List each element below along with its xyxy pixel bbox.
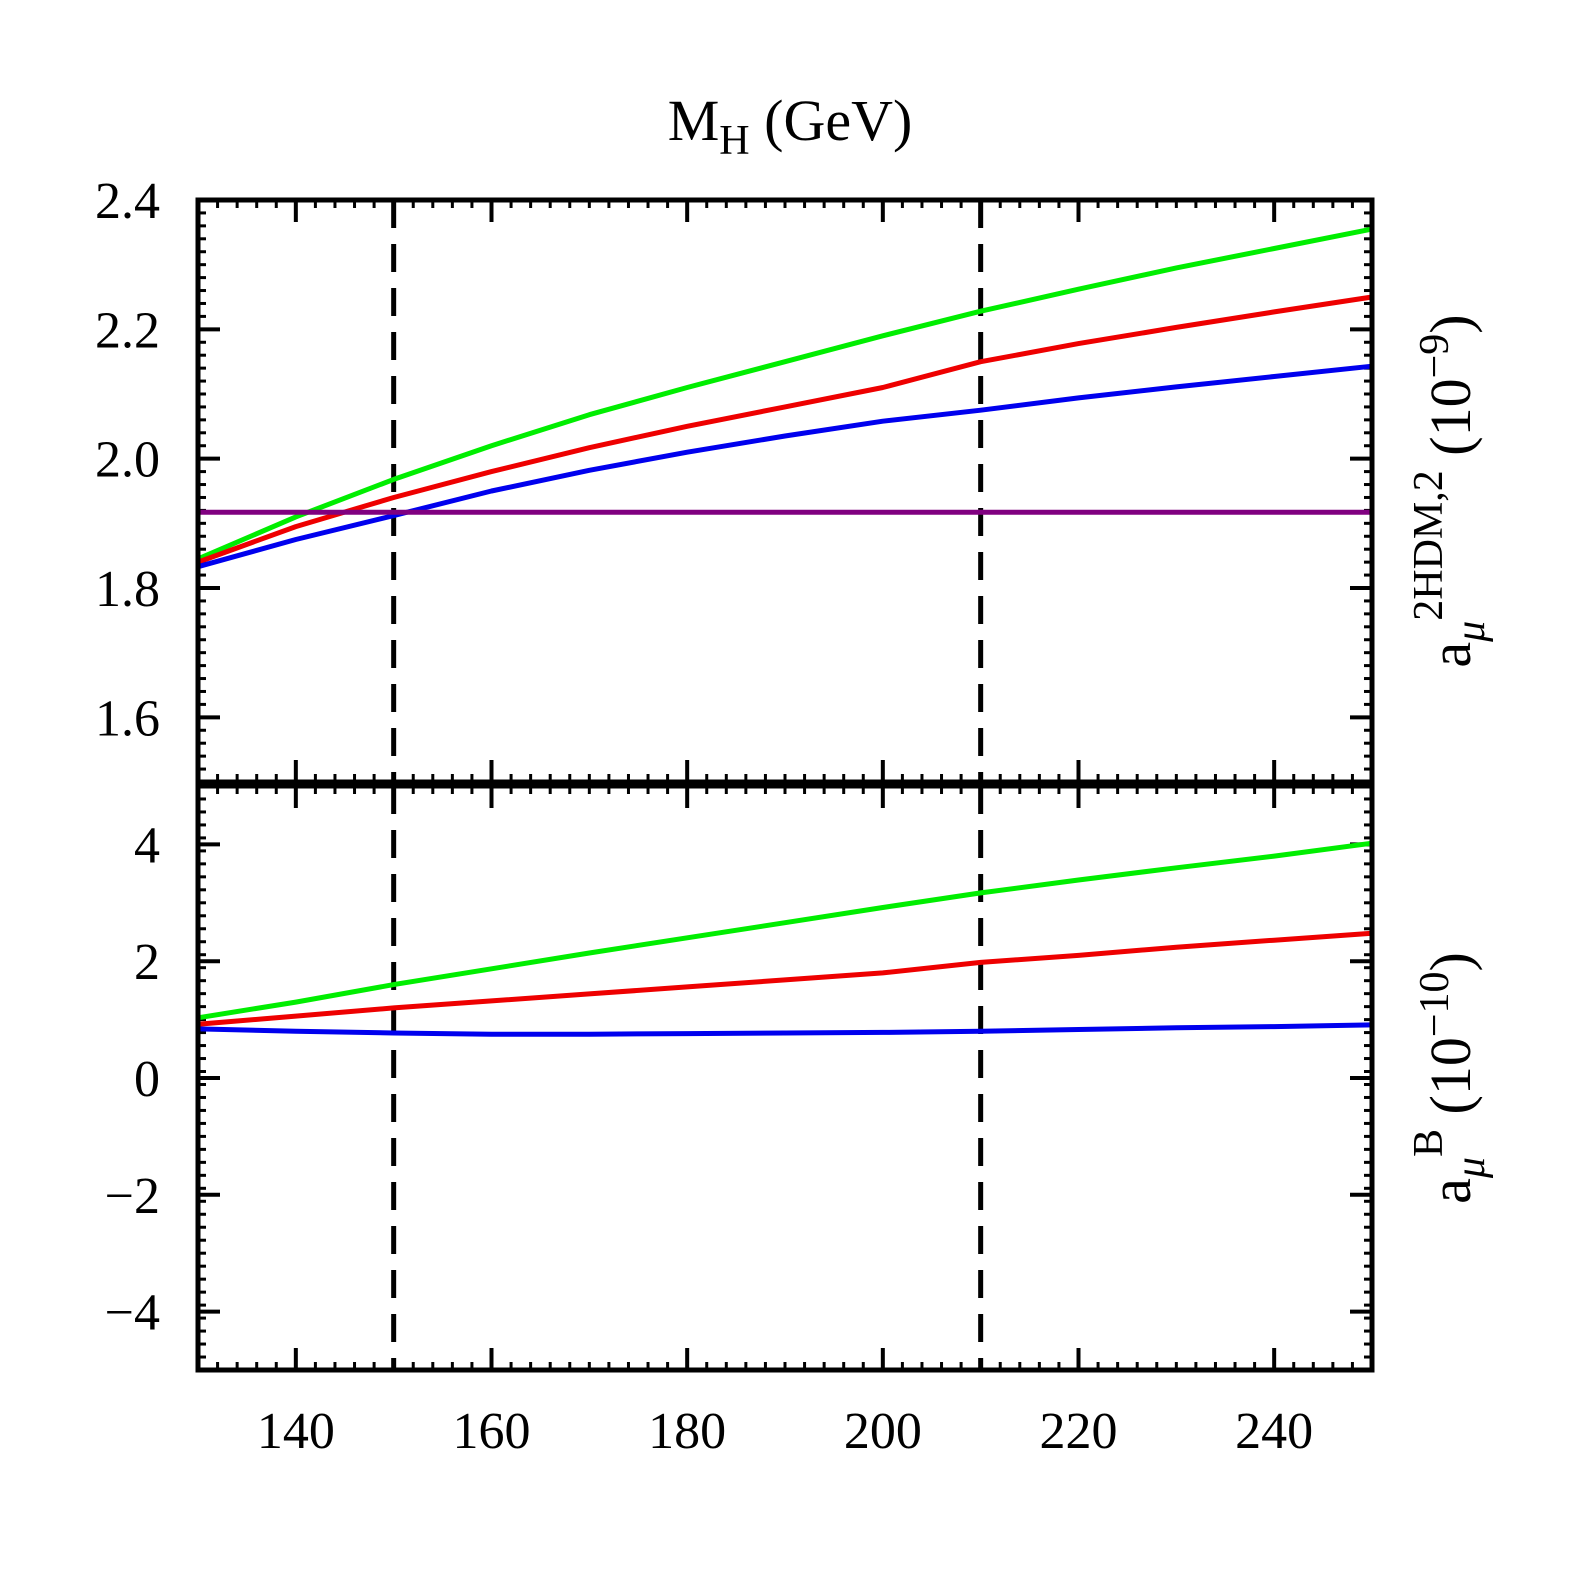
top-series-green bbox=[197, 226, 1373, 562]
bottom-y-axis-title-unit-exp: −10 bbox=[1412, 971, 1458, 1037]
x-axis-title-main: M bbox=[668, 88, 720, 153]
top-frame bbox=[195, 197, 1375, 785]
bottom-y-tick-label: 0 bbox=[134, 1051, 160, 1108]
bottom-x-tick-label: 240 bbox=[1235, 1403, 1313, 1460]
top-panel: 1.6 1.8 2.0 2.2 2.4 aμ2HDM,2 (10−9) bbox=[95, 173, 1494, 785]
bottom-panel: −4 −2 0 2 4 aμB (10−10) 140 160 180 200 220 240 bbox=[105, 783, 1494, 1460]
top-y-tick-label: 1.6 bbox=[95, 690, 160, 747]
bottom-x-tick-label: 140 bbox=[257, 1403, 335, 1460]
top-y-tick-label: 2.2 bbox=[95, 302, 160, 359]
top-y-axis-title-unit-exp: −9 bbox=[1412, 334, 1458, 379]
top-series-blue bbox=[197, 363, 1373, 570]
top-y-tick-label: 2.4 bbox=[95, 173, 160, 230]
bottom-y-axis-title-unit-close: ) bbox=[1418, 952, 1483, 971]
bottom-y-axis-title-sub: μ bbox=[1448, 1157, 1494, 1179]
bottom-series-red bbox=[197, 930, 1373, 1027]
bottom-series-green bbox=[197, 840, 1373, 1021]
bottom-series-blue bbox=[197, 1022, 1373, 1037]
top-y-axis-title-sup: 2HDM,2 bbox=[1406, 470, 1452, 621]
top-series-red bbox=[197, 294, 1373, 565]
top-y-tick-label: 1.8 bbox=[95, 561, 160, 618]
bottom-y-axis-title-base: a bbox=[1418, 1178, 1483, 1204]
x-axis-title-sub: H bbox=[719, 118, 749, 164]
x-axis-title-unit: (GeV) bbox=[750, 88, 913, 153]
bottom-x-tick-label: 220 bbox=[1040, 1403, 1118, 1460]
bottom-x-tick-label: 180 bbox=[648, 1403, 726, 1460]
bottom-y-tick-label: −4 bbox=[105, 1285, 160, 1342]
bottom-y-axis-title-unit: (10 bbox=[1418, 1037, 1483, 1129]
bottom-frame bbox=[195, 783, 1375, 1373]
bottom-y-tick-label: 2 bbox=[134, 934, 160, 991]
bottom-x-tick-label: 200 bbox=[844, 1403, 922, 1460]
bottom-y-axis-title-sup: B bbox=[1406, 1129, 1452, 1157]
x-axis-title-top: MH (GeV) bbox=[668, 88, 913, 164]
bottom-y-tick-label: 4 bbox=[134, 817, 160, 874]
top-y-axis-title-base: a bbox=[1418, 642, 1483, 668]
bottom-x-tick-label: 160 bbox=[453, 1403, 531, 1460]
top-y-axis-title: aμ2HDM,2 (10−9) bbox=[1406, 314, 1494, 667]
top-y-axis-title-unit: (10 bbox=[1418, 378, 1483, 470]
top-y-axis-title-unit-close: ) bbox=[1418, 314, 1483, 333]
bottom-y-tick-label: −2 bbox=[105, 1168, 160, 1225]
top-y-tick-label: 2.0 bbox=[95, 432, 160, 489]
top-y-axis-title-sub: μ bbox=[1448, 621, 1494, 643]
bottom-y-axis-title: aμB (10−10) bbox=[1406, 952, 1494, 1204]
